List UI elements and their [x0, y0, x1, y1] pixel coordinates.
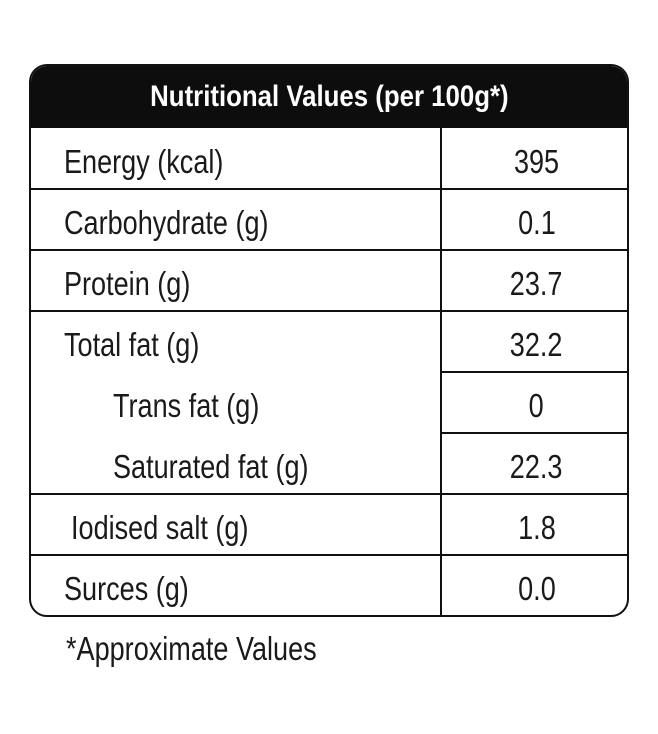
row-label-total-fat: Total fat (g) [64, 326, 200, 363]
row-value-surces: 0.0 [517, 570, 556, 607]
row-divider [31, 188, 627, 190]
row-label-trans-fat: Trans fat (g) [113, 387, 260, 424]
row-value-total-fat: 32.2 [510, 326, 563, 363]
row-label-protein: Protein (g) [64, 265, 191, 302]
row-divider [31, 310, 627, 312]
row-value-iodised-salt: 1.8 [517, 509, 556, 546]
row-divider [31, 249, 627, 251]
row-value-trans-fat: 0 [528, 387, 545, 424]
footnote: *Approximate Values [66, 630, 317, 667]
row-label-carbohydrate: Carbohydrate (g) [64, 204, 269, 241]
row-divider [31, 554, 627, 556]
row-divider-partial [441, 371, 627, 373]
row-divider [31, 493, 627, 495]
row-value-carbohydrate: 0.1 [517, 204, 556, 241]
row-label-surces: Surces (g) [64, 570, 189, 607]
row-divider-partial [441, 432, 627, 434]
table-header: Nutritional Values (per 100g*) [31, 66, 627, 128]
row-value-saturated-fat: 22.3 [510, 448, 563, 485]
nutrition-table: Nutritional Values (per 100g*) Energy (k… [29, 64, 629, 617]
table-title: Nutritional Values (per 100g*) [149, 80, 509, 113]
row-value-energy: 395 [513, 143, 560, 180]
row-value-protein: 23.7 [510, 265, 563, 302]
row-label-energy: Energy (kcal) [64, 143, 224, 180]
row-label-iodised-salt: Iodised salt (g) [71, 509, 249, 546]
row-label-saturated-fat: Saturated fat (g) [113, 448, 309, 485]
